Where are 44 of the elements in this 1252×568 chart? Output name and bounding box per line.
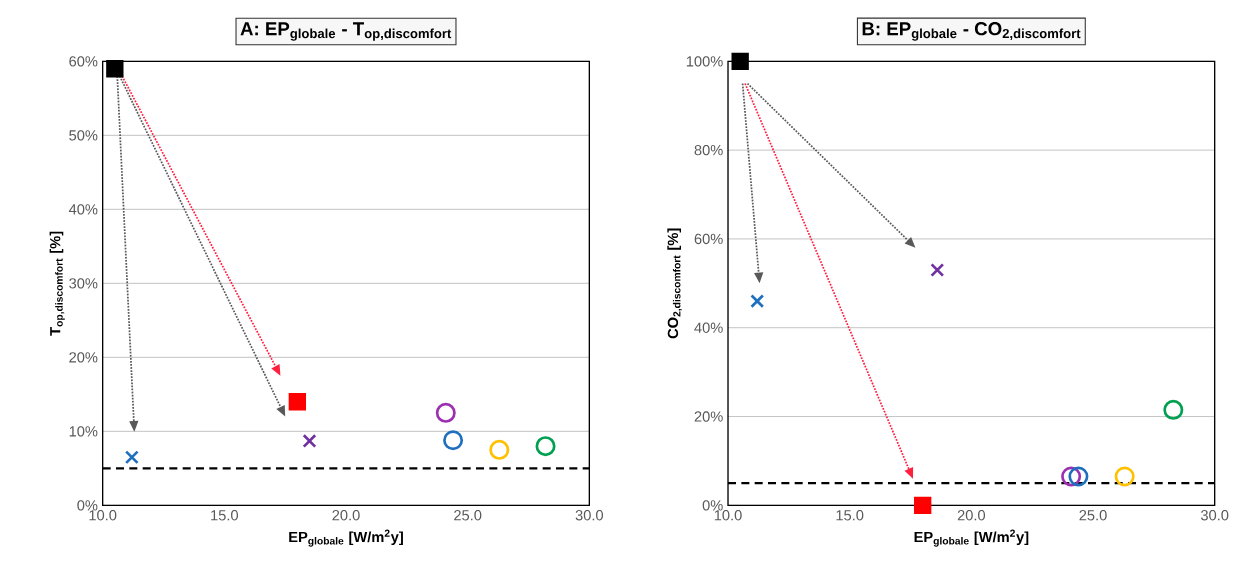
point (930, 263, 945, 278)
point (731, 52, 749, 71)
x-tick-label: 15.0 (211, 510, 239, 521)
point (302, 433, 317, 448)
x-axis-title: EP$_{globale}$ [W/m$^{2}$y] (914, 529, 1029, 547)
y-tick-label: 20% (694, 411, 723, 422)
y-tick-label: 10% (69, 426, 98, 437)
x-tick-label: 10.0 (89, 510, 117, 521)
y-axis-title: $\textbf{T}_{\textbf{op,discomfort}}\textbf{ [\%]}$ (49, 231, 65, 336)
point (288, 393, 307, 411)
point (443, 430, 464, 451)
point (489, 439, 510, 460)
y-tick-label: 60% (69, 56, 98, 67)
y-tick-label: 60% (694, 233, 723, 245)
y-tick-label: 40% (694, 322, 723, 333)
x-tick-label: 25.0 (1079, 510, 1107, 521)
y-tick-label: 0% (77, 500, 98, 511)
x-axis-title: EP$_{globale}$ [W/m$^{2}$y] (289, 529, 403, 547)
x-tick-label: 30.0 (1200, 510, 1229, 521)
point (435, 402, 456, 423)
x-tick-label: 15.0 (836, 510, 864, 521)
x-tick-label: 25.0 (454, 510, 482, 521)
y-tick-label: 40% (68, 204, 98, 215)
point (535, 436, 556, 457)
y-tick-label: 80% (694, 144, 723, 156)
point (750, 294, 765, 309)
point (914, 496, 932, 515)
point (106, 60, 124, 78)
point (1114, 466, 1135, 487)
x-tick-label: 20.0 (332, 510, 360, 521)
chart-title: $\textbf{B: EP}_{\textbf{globale}}\textbf{ - CO}_{\textbf{2,discomfort}}$ (862, 22, 1081, 41)
point (1068, 466, 1089, 487)
y-tick-label: 100% (686, 56, 723, 67)
y-tick-label: 20% (69, 352, 98, 363)
y-tick-label: 0% (702, 500, 723, 511)
y-axis-title: $\textbf{CO}_{\textbf{2,discomfort}}\textbf{ [\%]}$ (667, 228, 682, 339)
x-tick-label: 30.0 (575, 510, 604, 521)
chart-title: $\textbf{A: EP}_{\textbf{globale}}\textbf{ - T}_{\textbf{op,discomfort}}$ (240, 22, 452, 41)
y-tick-label: 50% (69, 130, 98, 141)
point (124, 450, 139, 465)
y-tick-label: 30% (69, 278, 98, 289)
point (1163, 399, 1184, 420)
x-tick-label: 10.0 (714, 510, 742, 521)
x-tick-label: 20.0 (957, 510, 986, 521)
